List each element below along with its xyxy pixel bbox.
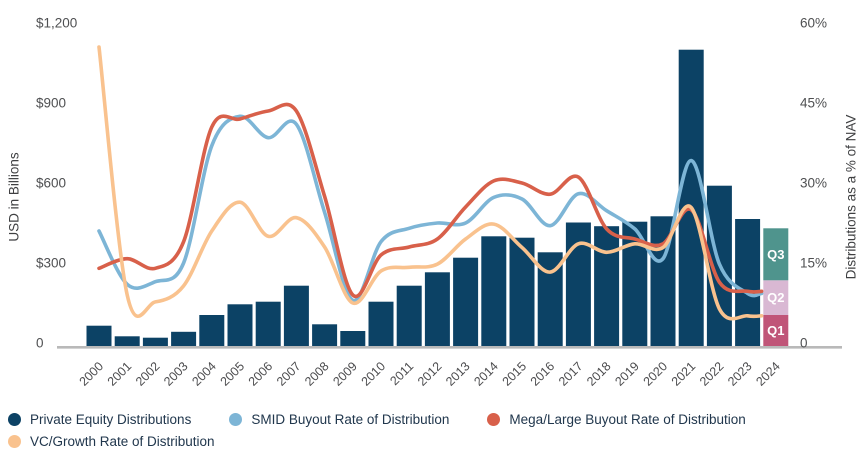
- bar-2011: [396, 285, 422, 346]
- bar-2018: [594, 226, 620, 346]
- bar-2013: [453, 257, 479, 346]
- legend-row-1: Private Equity Distributions SMID Buyout…: [8, 412, 746, 427]
- chart-canvas: Q1 Q2 Q3 $1,200 $900 $600 $300 0 60% 45% 30% 15% 0 20…: [36, 16, 842, 389]
- right-axis-tick: 0: [800, 336, 808, 351]
- legend-dot-smid-icon: [229, 413, 243, 426]
- legend-item-mega-large-buyout: Mega/Large Buyout Rate of Distribution: [487, 412, 746, 427]
- bar-2010: [368, 301, 394, 346]
- left-axis-title: USD in Billions: [6, 152, 22, 242]
- x-tick-2012: 2012: [415, 359, 445, 389]
- chart-legend: Private Equity Distributions SMID Buyout…: [8, 412, 746, 449]
- right-axis-title: Distributions as a % of NAV: [843, 114, 859, 280]
- x-tick-2013: 2013: [443, 359, 473, 389]
- legend-row-2: VC/Growth Rate of Distribution: [8, 434, 746, 449]
- bar-2008: [312, 324, 338, 346]
- bar-2014: [481, 236, 507, 346]
- line-series-2: [97, 45, 764, 321]
- legend-label: SMID Buyout Rate of Distribution: [251, 412, 450, 427]
- x-tick-2016: 2016: [528, 359, 558, 389]
- x-tick-2002: 2002: [133, 359, 163, 389]
- bar-2024-label-q2: Q2: [767, 290, 784, 305]
- legend-dot-bars-icon: [8, 413, 21, 426]
- x-tick-2005: 2005: [218, 359, 248, 389]
- bar-2009: [340, 331, 366, 346]
- legend-item-vc-growth: VC/Growth Rate of Distribution: [8, 434, 215, 449]
- left-axis-tick: 0: [36, 336, 44, 351]
- left-axis-tick: $900: [36, 96, 66, 111]
- legend-item-private-equity-distributions: Private Equity Distributions: [8, 412, 191, 427]
- x-tick-2001: 2001: [105, 359, 135, 389]
- bar-2002: [142, 337, 168, 346]
- bar-2006: [255, 301, 281, 346]
- x-tick-2007: 2007: [274, 359, 304, 389]
- x-tick-2000: 2000: [77, 359, 107, 389]
- bar-2007: [283, 285, 309, 346]
- legend-label: VC/Growth Rate of Distribution: [30, 434, 215, 449]
- x-tick-2014: 2014: [471, 359, 501, 389]
- bar-2021: [678, 49, 704, 346]
- line-series-1: [97, 102, 764, 299]
- x-tick-2022: 2022: [697, 359, 727, 389]
- bar-2000: [86, 325, 112, 346]
- bar-2024-label-q3: Q3: [767, 247, 784, 262]
- bar-2024-segment-q3: [763, 228, 789, 281]
- legend-label: Private Equity Distributions: [30, 412, 192, 427]
- bar-2004: [199, 315, 225, 346]
- legend-item-smid-buyout: SMID Buyout Rate of Distribution: [229, 412, 449, 427]
- bar-2023: [735, 219, 761, 346]
- bar-2024-segment-q1: [763, 315, 789, 346]
- bar-2024-label-q1: Q1: [767, 323, 784, 338]
- bar-2024-segment-q2: [763, 280, 789, 315]
- bar-2015: [509, 237, 535, 346]
- x-tick-2018: 2018: [584, 359, 614, 389]
- right-axis-tick: 60%: [800, 16, 827, 31]
- right-axis-tick: 15%: [800, 256, 827, 271]
- x-tick-2009: 2009: [330, 359, 360, 389]
- x-tick-2004: 2004: [189, 359, 219, 389]
- right-axis-tick: 30%: [800, 176, 827, 191]
- bar-2012: [424, 272, 450, 346]
- x-tick-2023: 2023: [725, 359, 755, 389]
- left-axis-tick: $600: [36, 176, 66, 191]
- x-tick-2024: 2024: [753, 359, 783, 389]
- legend-label: Mega/Large Buyout Rate of Distribution: [509, 412, 746, 427]
- x-tick-2015: 2015: [500, 359, 530, 389]
- left-axis-tick: $300: [36, 256, 66, 271]
- x-tick-2011: 2011: [387, 359, 416, 388]
- x-tick-2008: 2008: [302, 359, 332, 389]
- bar-2005: [227, 304, 253, 346]
- x-tick-2017: 2017: [556, 359, 586, 389]
- bar-2017: [565, 222, 591, 346]
- x-tick-2020: 2020: [641, 359, 671, 389]
- legend-dot-vc-icon: [8, 435, 21, 448]
- legend-dot-mega-icon: [487, 413, 501, 426]
- bar-2001: [114, 336, 140, 346]
- x-tick-2003: 2003: [161, 359, 191, 389]
- x-tick-2021: 2021: [669, 359, 699, 389]
- x-tick-2006: 2006: [246, 359, 276, 389]
- right-axis-tick: 45%: [800, 96, 827, 111]
- bar-2003: [171, 331, 197, 346]
- left-axis-tick: $1,200: [36, 16, 77, 31]
- x-tick-2019: 2019: [612, 359, 642, 389]
- x-tick-2010: 2010: [359, 359, 389, 389]
